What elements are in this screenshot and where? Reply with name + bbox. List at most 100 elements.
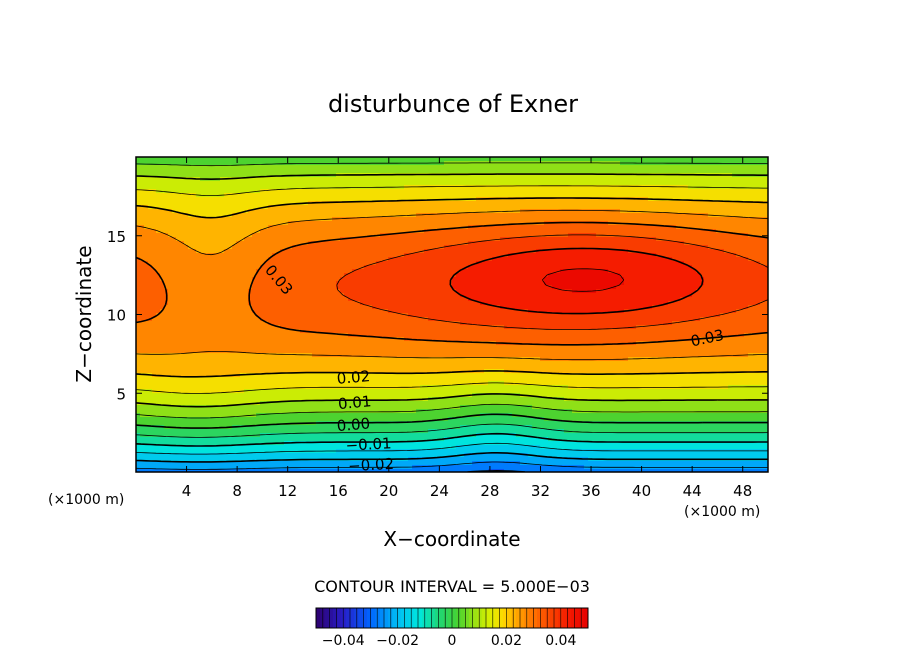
colorbar-segment bbox=[528, 608, 534, 628]
colorbar-segment bbox=[384, 608, 389, 628]
colorbar-segment bbox=[439, 608, 444, 628]
colorbar-segment bbox=[350, 608, 355, 628]
colorbar-segment bbox=[503, 608, 508, 628]
colorbar-segment bbox=[401, 608, 406, 628]
colorbar bbox=[315, 607, 589, 629]
colorbar-segment bbox=[532, 608, 538, 628]
x-axis-ticks: 4 8 12 16 20 24 28 32 36 40 44 48 bbox=[182, 157, 752, 500]
colorbar-segment bbox=[375, 608, 381, 628]
x-tick-label: 24 bbox=[430, 482, 449, 500]
x-unit-left: (×1000 m) bbox=[48, 492, 124, 508]
colorbar-segment bbox=[328, 608, 334, 628]
colorbar-segment bbox=[392, 608, 398, 628]
colorbar-segment bbox=[477, 608, 483, 628]
colorbar-segment bbox=[566, 608, 572, 628]
y-tick-label: 5 bbox=[116, 385, 126, 403]
colorbar-segment bbox=[443, 608, 449, 628]
colorbar-segment bbox=[341, 608, 347, 628]
y-tick-label: 10 bbox=[107, 307, 126, 325]
colorbar-segment bbox=[579, 608, 585, 628]
contour-label: 0.01 bbox=[337, 392, 372, 413]
colorbar-segment bbox=[511, 608, 517, 628]
contour-line bbox=[136, 413, 768, 429]
contour-line bbox=[136, 173, 768, 408]
contour-line bbox=[136, 162, 768, 419]
contour-label: 0.02 bbox=[336, 367, 371, 388]
colorbar-segment bbox=[545, 608, 551, 628]
contour-line bbox=[136, 432, 768, 447]
x-tick-label: 8 bbox=[232, 482, 242, 500]
y-axis-title: Z−coordinate bbox=[72, 245, 96, 382]
colorbar-segment bbox=[541, 608, 546, 628]
contour-label: −0.02 bbox=[348, 455, 395, 475]
contour-line bbox=[136, 197, 768, 378]
colorbar-tick-label: −0.02 bbox=[376, 633, 419, 649]
colorbar-segment bbox=[452, 608, 457, 628]
colorbar-segment bbox=[447, 608, 453, 628]
contour-line bbox=[336, 234, 768, 330]
colorbar-segment bbox=[413, 608, 419, 628]
colorbar-segment bbox=[396, 608, 402, 628]
contour-line bbox=[136, 442, 768, 455]
colorbar-segment bbox=[324, 608, 330, 628]
colorbar-segment bbox=[507, 608, 512, 628]
x-tick-label: 4 bbox=[182, 482, 192, 500]
colorbar-segment bbox=[562, 608, 568, 628]
colorbar-segment bbox=[575, 608, 580, 628]
chart-title: disturbunce of Exner bbox=[328, 90, 578, 118]
contour-field bbox=[136, 157, 768, 472]
colorbar-segment bbox=[362, 608, 368, 628]
colorbar-frame bbox=[315, 607, 589, 629]
colorbar-segment bbox=[367, 608, 372, 628]
colorbar-segment bbox=[371, 608, 376, 628]
colorbar-segment bbox=[583, 608, 589, 628]
contour-line bbox=[136, 452, 768, 463]
colorbar-segment bbox=[418, 608, 423, 628]
colorbar-tick-label: 0 bbox=[448, 633, 457, 649]
contour-lines bbox=[136, 162, 768, 472]
colorbar-segment bbox=[481, 608, 487, 628]
colorbar-segment bbox=[435, 608, 440, 628]
x-unit-right: (×1000 m) bbox=[684, 504, 760, 520]
colorbar-segment bbox=[426, 608, 432, 628]
colorbar-segment bbox=[333, 608, 338, 628]
contour-line bbox=[541, 268, 625, 292]
colorbar-segment bbox=[358, 608, 364, 628]
contour-label: −0.01 bbox=[345, 434, 392, 454]
y-tick-label: 15 bbox=[107, 228, 126, 246]
colorbar-segment bbox=[494, 608, 500, 628]
colorbar-segment bbox=[460, 608, 466, 628]
contour-interval-note: CONTOUR INTERVAL = 5.000E−03 bbox=[314, 577, 590, 596]
x-axis-title: X−coordinate bbox=[383, 527, 520, 551]
contour-line bbox=[136, 221, 768, 346]
colorbar-segment bbox=[498, 608, 504, 628]
colorbar-segment bbox=[469, 608, 474, 628]
colorbar-segment bbox=[549, 608, 555, 628]
colorbar-segment bbox=[316, 608, 321, 628]
x-tick-label: 20 bbox=[379, 482, 398, 500]
x-tick-label: 28 bbox=[480, 482, 499, 500]
x-tick-label: 32 bbox=[531, 482, 550, 500]
y-axis-ticks: 5 10 15 bbox=[107, 228, 768, 403]
contour-line bbox=[136, 423, 768, 438]
colorbar-segment bbox=[405, 608, 410, 628]
colorbar-segment bbox=[464, 608, 470, 628]
colorbar-segment bbox=[537, 608, 542, 628]
colorbar-segment bbox=[486, 608, 491, 628]
x-tick-label: 40 bbox=[632, 482, 651, 500]
x-tick-label: 36 bbox=[581, 482, 600, 500]
colorbar-ticks: −0.04 −0.02 0 0.02 0.04 bbox=[322, 633, 577, 649]
colorbar-segment bbox=[520, 608, 525, 628]
colorbar-tick-label: −0.04 bbox=[322, 633, 365, 649]
colorbar-tick-label: 0.04 bbox=[545, 633, 576, 649]
contour-line bbox=[449, 247, 704, 315]
x-tick-label: 16 bbox=[329, 482, 348, 500]
colorbar-segment bbox=[379, 608, 385, 628]
contour-label: 0.00 bbox=[336, 414, 371, 435]
x-tick-label: 48 bbox=[733, 482, 752, 500]
x-tick-label: 12 bbox=[278, 482, 297, 500]
colorbar-segment bbox=[571, 608, 576, 628]
colorbar-segment bbox=[515, 608, 521, 628]
colorbar-segment bbox=[409, 608, 415, 628]
